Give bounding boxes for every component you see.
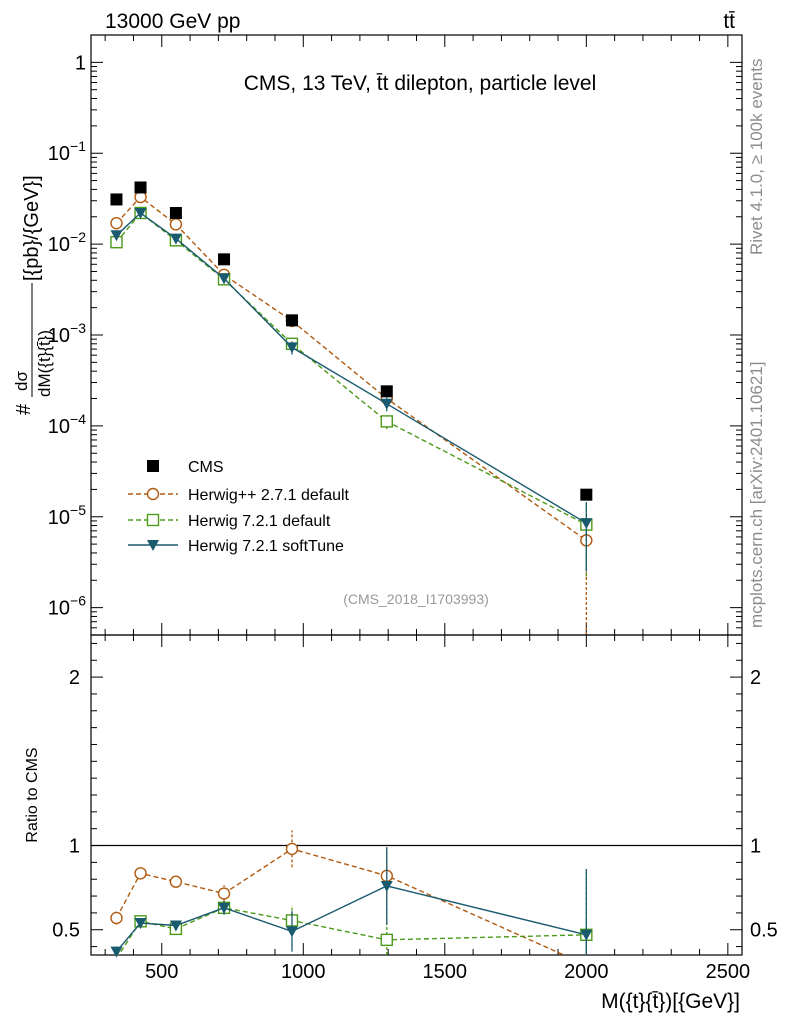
ratio-y-tick-label-right: 2 bbox=[750, 667, 761, 689]
y-label-denominator: dM({t}{t̄}) bbox=[35, 330, 54, 397]
x-tick-label: 2500 bbox=[706, 961, 751, 983]
ratio-data-point bbox=[110, 911, 123, 925]
y-label-numerator: dσ bbox=[12, 371, 31, 391]
main-data-point bbox=[110, 216, 123, 230]
main-data-point bbox=[110, 230, 123, 242]
ratio-y-axis-label: Ratio to CMS bbox=[24, 747, 41, 842]
main-series-3 bbox=[110, 207, 593, 572]
main-data-point bbox=[134, 181, 147, 194]
x-tick-label: 1500 bbox=[423, 961, 468, 983]
ratio-data-point bbox=[218, 902, 231, 914]
ratio-y-tick-label: 2 bbox=[69, 667, 80, 689]
ratio-y-tick-label-right: 0.5 bbox=[750, 920, 778, 942]
main-y-tick-label: 10−3 bbox=[48, 320, 86, 347]
main-series-line bbox=[116, 212, 587, 524]
main-data-point bbox=[580, 488, 593, 501]
ratio-series-line bbox=[115, 848, 566, 955]
ratio-data-point bbox=[110, 946, 123, 958]
main-data-point bbox=[380, 385, 393, 398]
analysis-tag: (CMS_2018_I1703993) bbox=[343, 591, 489, 607]
main-plot-panel: 10−6 10−5 10−4 10−3 10−2 10−1 1 CMS, 13 TeV, t… bbox=[48, 34, 743, 636]
ratio-series-line bbox=[115, 885, 587, 953]
ratio-data-point bbox=[134, 867, 147, 880]
main-plot-title: CMS, 13 TeV, t̄t dilepton, particle leve… bbox=[244, 72, 597, 95]
main-y-tick-label: 10−4 bbox=[48, 411, 86, 438]
legend-marker bbox=[147, 540, 159, 551]
y-label-hash: # bbox=[13, 403, 35, 415]
x-axis-label: M({t}{t̄})[{GeV}] bbox=[601, 990, 740, 1013]
main-data-point bbox=[110, 193, 123, 206]
main-data-point bbox=[169, 206, 182, 219]
legend-label: Herwig 7.2.1 default bbox=[188, 513, 331, 530]
ratio-y-tick-label: 1 bbox=[69, 836, 80, 858]
ratio-data-point bbox=[285, 926, 298, 938]
ratio-series-0 bbox=[110, 830, 566, 955]
main-series-0 bbox=[110, 181, 593, 501]
ratio-line-group bbox=[115, 848, 566, 955]
ratio-plot-panel: 0.5 0.5 1 1 2 2 bbox=[52, 634, 778, 958]
legend-marker bbox=[146, 513, 160, 527]
main-data-point bbox=[380, 398, 393, 410]
main-data-point bbox=[169, 233, 182, 245]
main-data-point bbox=[285, 314, 298, 327]
main-data-point bbox=[380, 415, 393, 428]
x-tick-label: 1000 bbox=[281, 961, 326, 983]
ratio-y-tick-label-right: 1 bbox=[750, 836, 761, 858]
ratio-data-point bbox=[380, 933, 393, 947]
legend-label: Herwig 7.2.1 softTune bbox=[188, 538, 344, 555]
ratio-data-point bbox=[380, 880, 393, 892]
legend-marker bbox=[147, 460, 159, 472]
main-series-group bbox=[110, 181, 593, 635]
ratio-data-point bbox=[285, 842, 299, 856]
main-y-tick-label: 1 bbox=[75, 52, 86, 74]
source-note: mcplots.cern.ch [arXiv:2401.10621] bbox=[747, 362, 766, 628]
legend-label: Herwig++ 2.7.1 default bbox=[188, 487, 350, 504]
energy-label: 13000 GeV pp bbox=[105, 10, 240, 33]
legend-label: CMS bbox=[188, 459, 224, 476]
main-data-point bbox=[218, 273, 231, 285]
ratio-data-point bbox=[134, 918, 147, 929]
main-data-point bbox=[285, 342, 298, 354]
x-tick-labels: 500 1000 1500 2000 2500 bbox=[145, 961, 750, 983]
ratio-data-point bbox=[169, 875, 183, 888]
x-tick-label: 2000 bbox=[564, 961, 609, 983]
x-tick-label: 500 bbox=[145, 961, 178, 983]
ratio-data-point bbox=[217, 887, 231, 900]
ratio-plot-frame bbox=[90, 634, 743, 956]
process-label: tt̄ bbox=[723, 10, 735, 33]
main-series-1 bbox=[110, 190, 593, 635]
ratio-series-2 bbox=[110, 847, 593, 958]
ratio-data-point bbox=[169, 920, 182, 932]
ratio-y-tick-label: 0.5 bbox=[52, 920, 80, 942]
ratio-y-tick-labels: 0.5 0.5 1 1 2 2 bbox=[52, 667, 778, 942]
rivet-version-note: Rivet 4.1.0, ≥ 100k events bbox=[747, 59, 766, 255]
ratio-axis-ticks bbox=[91, 635, 742, 955]
legend: CMS Herwig++ 2.7.1 default Herwig 7.2.1 de… bbox=[128, 459, 350, 555]
main-data-point bbox=[218, 253, 231, 266]
main-data-point bbox=[580, 518, 593, 530]
main-y-tick-label: 10−2 bbox=[48, 229, 86, 256]
main-y-axis-label: # dσ dM({t}{t̄}) [{pb}/{GeV}] bbox=[12, 175, 54, 415]
main-series-2 bbox=[110, 206, 593, 577]
ratio-line-group bbox=[115, 885, 587, 953]
main-y-tick-labels: 10−6 10−5 10−4 10−3 10−2 10−1 1 bbox=[48, 52, 86, 619]
main-data-point bbox=[134, 207, 147, 219]
ratio-series-1 bbox=[115, 869, 593, 955]
y-label-units: [{pb}/{GeV}] bbox=[21, 175, 43, 281]
main-axis-ticks bbox=[91, 34, 742, 636]
main-y-tick-label: 10−6 bbox=[48, 593, 86, 620]
ratio-data-point bbox=[580, 929, 593, 941]
ratio-series-group bbox=[91, 830, 742, 958]
main-y-tick-label: 10−1 bbox=[48, 138, 86, 165]
legend-marker bbox=[146, 487, 160, 501]
main-y-tick-label: 10−5 bbox=[48, 502, 86, 529]
main-data-point bbox=[169, 218, 183, 231]
